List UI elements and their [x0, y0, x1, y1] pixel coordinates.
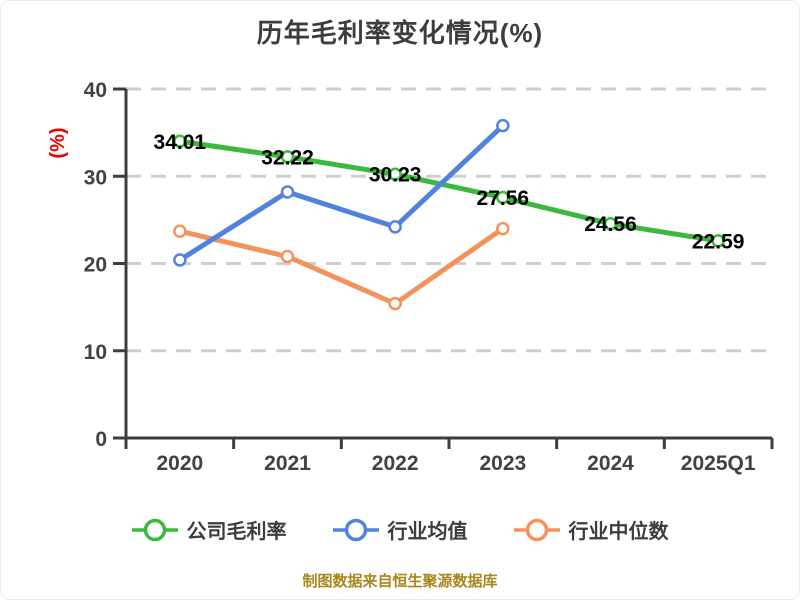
legend-item-1[interactable]: 行业均值 — [332, 515, 468, 544]
data-point-marker[interactable] — [280, 249, 295, 264]
value-label: 34.01 — [154, 131, 207, 154]
data-point-marker[interactable] — [173, 224, 187, 238]
y-tick-label: 20 — [84, 254, 107, 277]
y-axis-title: (%) — [47, 127, 69, 158]
data-point-marker[interactable] — [173, 134, 187, 149]
series-line-1 — [177, 123, 506, 263]
x-tick-label: 2023 — [479, 452, 526, 475]
data-point-marker[interactable] — [496, 118, 510, 133]
legend-marker-icon — [332, 518, 379, 541]
value-label: 27.56 — [477, 187, 530, 210]
y-tick-label: 40 — [84, 79, 107, 102]
data-point-marker[interactable] — [496, 190, 510, 205]
data-point-marker[interactable] — [280, 185, 295, 199]
x-tick-label: 2021 — [264, 452, 311, 475]
series-line-0 — [177, 138, 721, 244]
y-tick-label: 10 — [84, 341, 107, 364]
legend-item-2[interactable]: 行业中位数 — [513, 515, 669, 544]
chart-title: 历年毛利率变化情况(%) — [256, 18, 544, 48]
legend-label: 行业中位数 — [568, 521, 669, 543]
line-chart-plot: 0 10 20 30 40 2020 2021 2022 2023 2024 2025Q1 (%) 34… — [47, 79, 774, 475]
data-point-marker[interactable] — [496, 221, 510, 236]
data-point-marker[interactable] — [173, 253, 187, 267]
data-point-marker[interactable] — [388, 296, 402, 311]
y-tick-label: 30 — [84, 166, 107, 189]
data-point-marker[interactable] — [711, 234, 725, 248]
legend-marker-icon — [131, 518, 178, 541]
x-tick-label: 2020 — [156, 452, 203, 475]
data-point-marker[interactable] — [280, 150, 295, 164]
data-point-marker[interactable] — [388, 220, 402, 234]
data-source-note: 制图数据来自恒生聚源数据库 — [302, 573, 498, 590]
x-tick-label: 2024 — [587, 452, 634, 475]
value-label: 30.23 — [369, 164, 422, 187]
chart-legend: 公司毛利率 行业均值 行业中位数 — [1, 515, 799, 544]
series-line-2 — [177, 226, 506, 307]
legend-item-0[interactable]: 公司毛利率 — [131, 515, 287, 544]
legend-marker-icon — [513, 518, 560, 541]
data-point-marker[interactable] — [388, 167, 402, 181]
value-label: 22.59 — [692, 230, 745, 253]
data-point-marker[interactable] — [603, 216, 618, 231]
value-label: 32.22 — [261, 146, 314, 169]
legend-label: 公司毛利率 — [186, 521, 287, 543]
x-tick-label: 2025Q1 — [681, 452, 756, 475]
value-label: 24.56 — [584, 213, 637, 236]
x-tick-label: 2022 — [372, 452, 419, 475]
legend-label: 行业均值 — [387, 521, 468, 543]
y-tick-label: 0 — [95, 428, 107, 451]
